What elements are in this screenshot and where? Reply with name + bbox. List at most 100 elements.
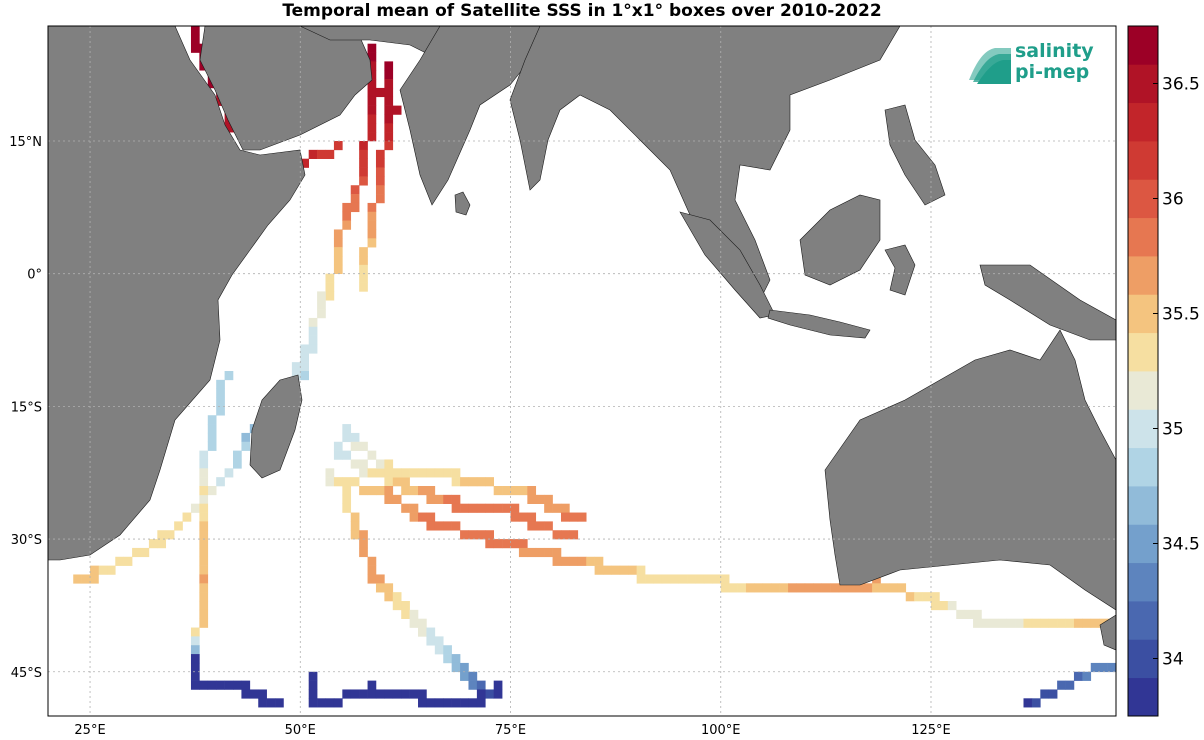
sss-cell <box>493 503 503 513</box>
sss-cell <box>485 689 495 699</box>
sss-cell <box>384 79 394 89</box>
sss-cell <box>493 689 503 699</box>
sss-cell <box>199 565 209 575</box>
sss-cell <box>418 512 427 522</box>
sss-cell <box>367 202 377 213</box>
sss-cell <box>190 645 200 655</box>
sss-cell <box>569 512 579 522</box>
sss-cell <box>300 158 309 168</box>
sss-cell <box>628 565 637 575</box>
sss-cell <box>476 680 486 690</box>
sss-cell <box>1048 618 1058 628</box>
sss-cell <box>207 432 217 443</box>
sss-cell <box>333 238 343 248</box>
sss-cell <box>510 503 520 513</box>
sss-cell <box>914 592 923 602</box>
sss-cell <box>838 583 848 593</box>
sss-cell <box>1023 618 1033 628</box>
sss-cell <box>241 689 251 699</box>
colorbar-segment <box>1128 332 1158 372</box>
sss-cell <box>670 574 680 584</box>
sss-cell <box>199 494 209 504</box>
sss-cell <box>249 689 259 699</box>
sss-cell <box>788 583 797 593</box>
sss-cell <box>384 141 394 151</box>
sss-cell <box>241 441 251 451</box>
sss-cell <box>115 556 124 566</box>
sss-cell <box>333 141 343 151</box>
sss-cell <box>308 344 318 354</box>
sss-cell <box>426 468 436 478</box>
sss-cell <box>745 583 755 593</box>
sss-cell <box>1031 698 1041 708</box>
sss-cell <box>199 468 209 478</box>
sss-cell <box>233 450 242 460</box>
sss-cell <box>207 424 217 434</box>
sss-cells <box>73 26 1116 708</box>
sss-cell <box>451 662 461 673</box>
sss-cell <box>451 698 461 708</box>
land-masses <box>48 26 1116 651</box>
sss-cell <box>443 654 452 664</box>
sss-cell <box>165 530 175 540</box>
sss-cell <box>451 468 461 478</box>
sss-cell <box>384 87 394 98</box>
sss-cell <box>342 486 352 496</box>
sss-cell <box>1015 618 1024 628</box>
sss-cell <box>333 441 343 451</box>
sss-cell <box>367 87 377 98</box>
sss-cell <box>317 291 326 301</box>
sss-cell <box>418 468 427 478</box>
sss-cell <box>703 574 713 584</box>
sss-cell <box>401 468 410 478</box>
sss-cell <box>342 477 352 487</box>
sss-cell <box>384 477 394 487</box>
sss-cell <box>855 583 865 593</box>
sss-cell <box>317 698 326 708</box>
sss-cell <box>401 486 410 496</box>
sss-cell <box>426 494 436 504</box>
sss-cell <box>375 167 385 177</box>
sss-cell <box>552 547 562 558</box>
sss-cell <box>325 291 335 301</box>
sss-cell <box>1040 618 1050 628</box>
sss-cell <box>1006 618 1016 628</box>
sss-cell <box>350 432 360 443</box>
sss-cell <box>367 468 377 478</box>
sss-cell <box>544 521 553 531</box>
sss-cell <box>409 503 419 513</box>
sss-cell <box>199 450 209 460</box>
sss-cell <box>384 70 394 80</box>
sss-cell <box>90 574 99 584</box>
sss-cell <box>224 680 234 690</box>
sss-cell <box>199 680 209 690</box>
sss-cell <box>418 618 427 628</box>
sss-cell <box>342 432 352 443</box>
sss-cell <box>350 530 360 540</box>
sss-cell <box>476 698 486 708</box>
colorbar-segment <box>1128 486 1158 525</box>
sss-cell <box>367 70 377 80</box>
sss-cell <box>367 52 377 62</box>
sss-cell <box>333 264 343 274</box>
sss-cell <box>527 494 537 504</box>
colorbar-segment <box>1128 217 1158 257</box>
sss-cell <box>460 698 469 708</box>
sss-cell <box>308 698 318 708</box>
sss-cell <box>367 79 377 89</box>
sss-cell <box>762 583 772 593</box>
sss-cell <box>451 494 461 504</box>
sss-cell <box>426 512 436 522</box>
sss-cell <box>451 521 461 531</box>
sss-cell <box>359 158 368 168</box>
colorbar-segment <box>1128 562 1158 602</box>
sss-cell <box>720 574 730 584</box>
sss-cell <box>502 539 511 549</box>
sss-cell <box>880 583 890 593</box>
sss-cell <box>342 211 352 221</box>
sss-cell <box>409 512 419 522</box>
sss-cell <box>813 583 822 593</box>
sss-cell <box>140 547 150 558</box>
sss-cell <box>485 539 495 549</box>
sss-cell <box>392 468 402 478</box>
